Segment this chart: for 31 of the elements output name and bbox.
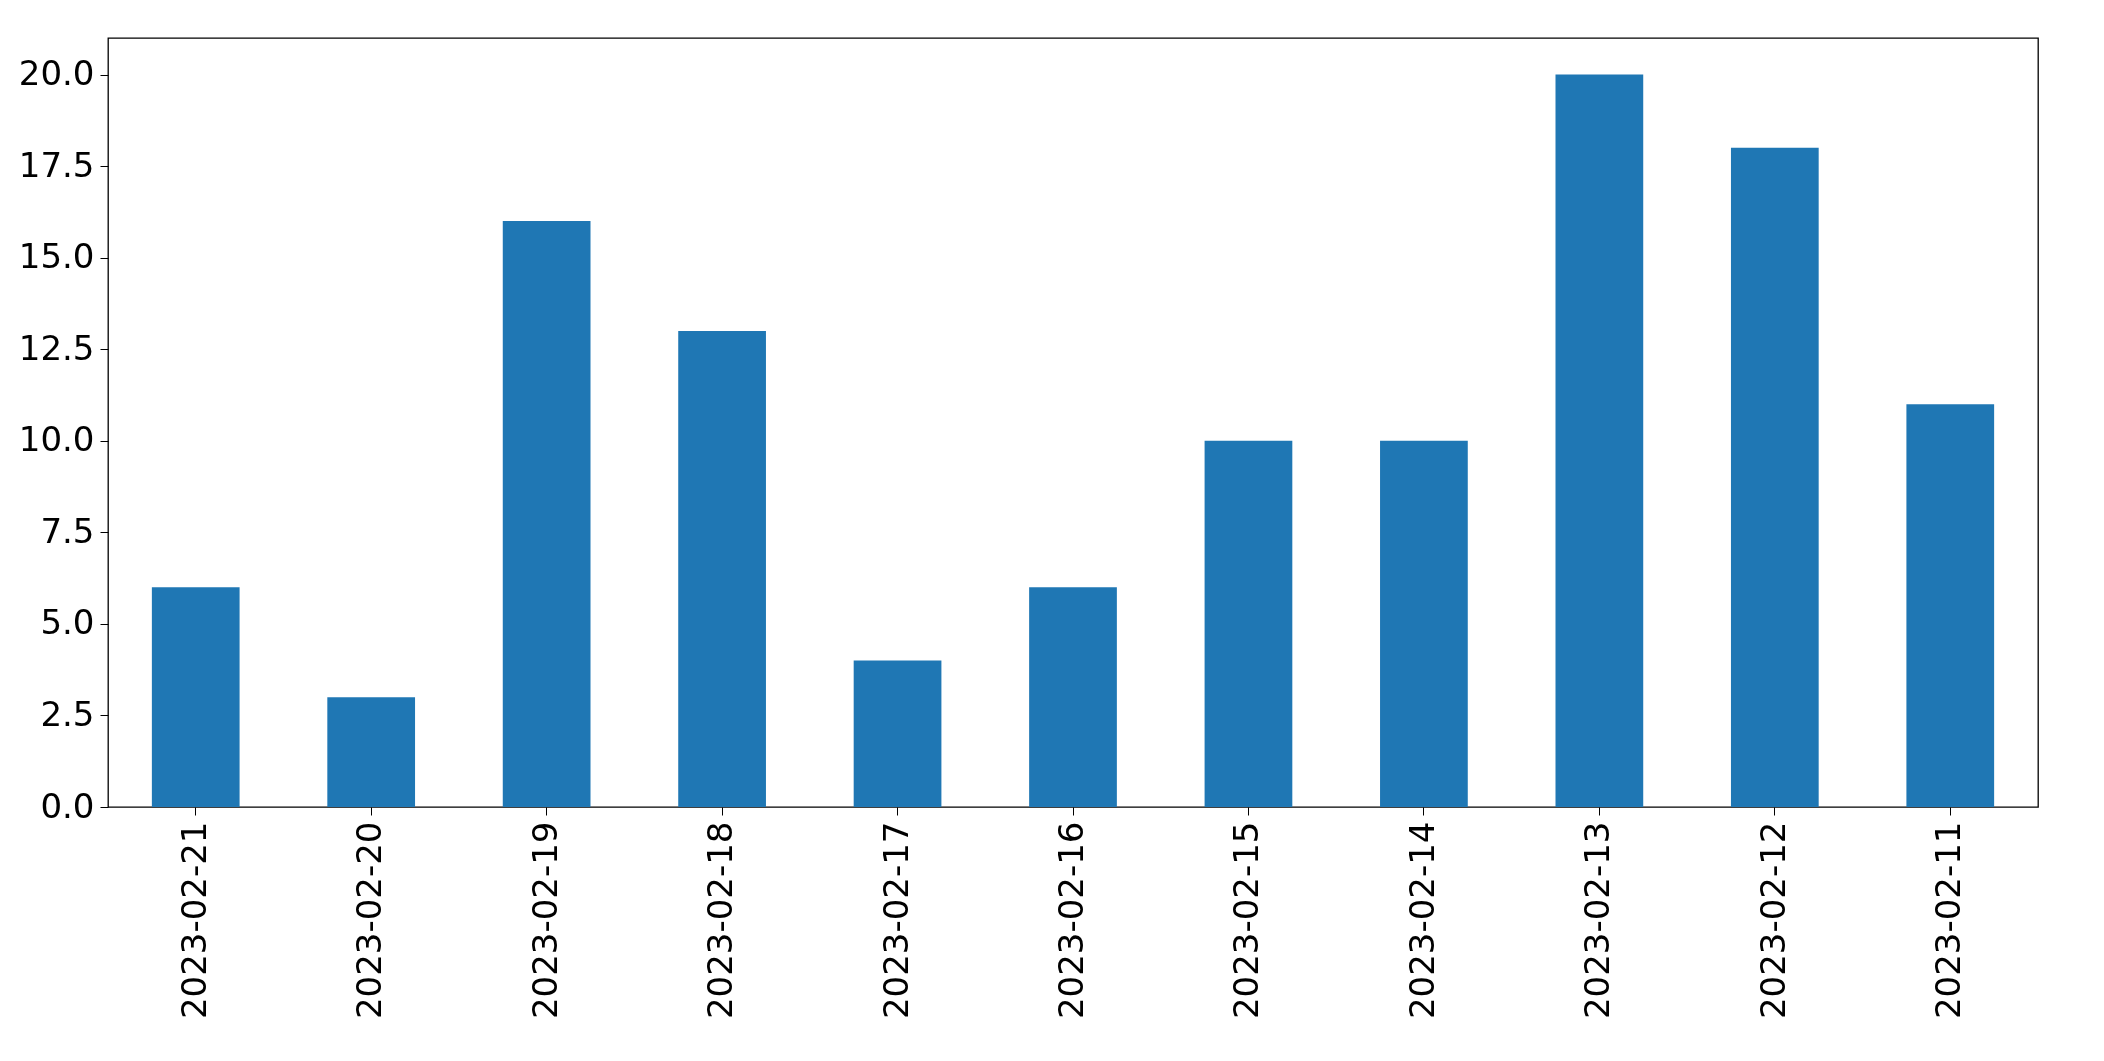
x-tick-label: 2023-02-13 [1577, 821, 1618, 1020]
x-tick-label: 2023-02-12 [1752, 821, 1793, 1020]
x-tick-label: 2023-02-20 [349, 821, 390, 1020]
y-tick-label: 12.5 [18, 327, 95, 368]
bar [1380, 440, 1468, 807]
x-tick-label: 2023-02-17 [875, 821, 916, 1020]
x-tick-label: 2023-02-15 [1226, 821, 1267, 1020]
bar [1906, 404, 1995, 807]
bar [327, 697, 416, 807]
y-tick-label: 17.5 [18, 144, 95, 185]
y-tick-label: 0.0 [40, 785, 95, 826]
x-tick-label: 2023-02-18 [700, 821, 741, 1020]
bar [151, 587, 240, 807]
x-tick-label: 2023-02-19 [524, 821, 565, 1020]
bar [678, 330, 766, 807]
y-tick-label: 15.0 [18, 236, 95, 277]
bar [1029, 587, 1117, 807]
x-tick-label: 2023-02-11 [1928, 821, 1969, 1020]
y-tick-label: 2.5 [40, 693, 95, 734]
bar [853, 660, 942, 807]
bar [1730, 147, 1819, 807]
bar [1555, 74, 1644, 807]
x-tick-label: 2023-02-16 [1051, 821, 1091, 1020]
x-tick-label: 2023-02-14 [1401, 821, 1442, 1020]
bar [1204, 440, 1293, 807]
y-tick-label: 5.0 [40, 602, 95, 643]
bar [502, 221, 591, 807]
y-tick-label: 7.5 [40, 510, 95, 551]
y-tick-label: 20.0 [18, 53, 95, 94]
y-tick-label: 10.0 [18, 419, 95, 460]
x-tick-label: 2023-02-21 [173, 821, 214, 1020]
